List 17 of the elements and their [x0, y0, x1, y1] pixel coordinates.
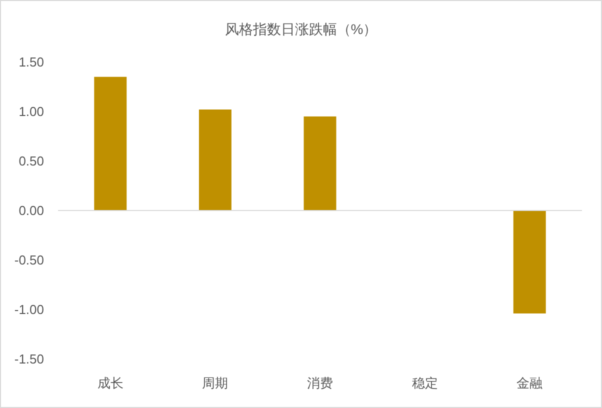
bar	[94, 76, 127, 210]
y-tick-label: -1.00	[14, 302, 44, 318]
x-tick-label: 金融	[516, 376, 543, 391]
x-tick-label: 稳定	[412, 376, 438, 391]
x-tick-label: 成长	[97, 376, 124, 391]
bar	[513, 210, 546, 314]
y-tick-label: 0.00	[18, 203, 44, 218]
chart-title: 风格指数日涨跌幅（%）	[224, 21, 378, 37]
x-tick-label: 周期	[202, 376, 228, 391]
bar	[198, 110, 232, 210]
y-tick-label: 1.00	[18, 104, 44, 120]
bar	[304, 116, 336, 210]
y-tick-label: -0.50	[14, 252, 44, 268]
y-tick-label: -1.50	[14, 352, 44, 367]
y-tick-label: 1.50	[18, 54, 44, 70]
x-tick-label: 消费	[307, 376, 333, 391]
y-tick-label: 0.50	[18, 154, 44, 169]
